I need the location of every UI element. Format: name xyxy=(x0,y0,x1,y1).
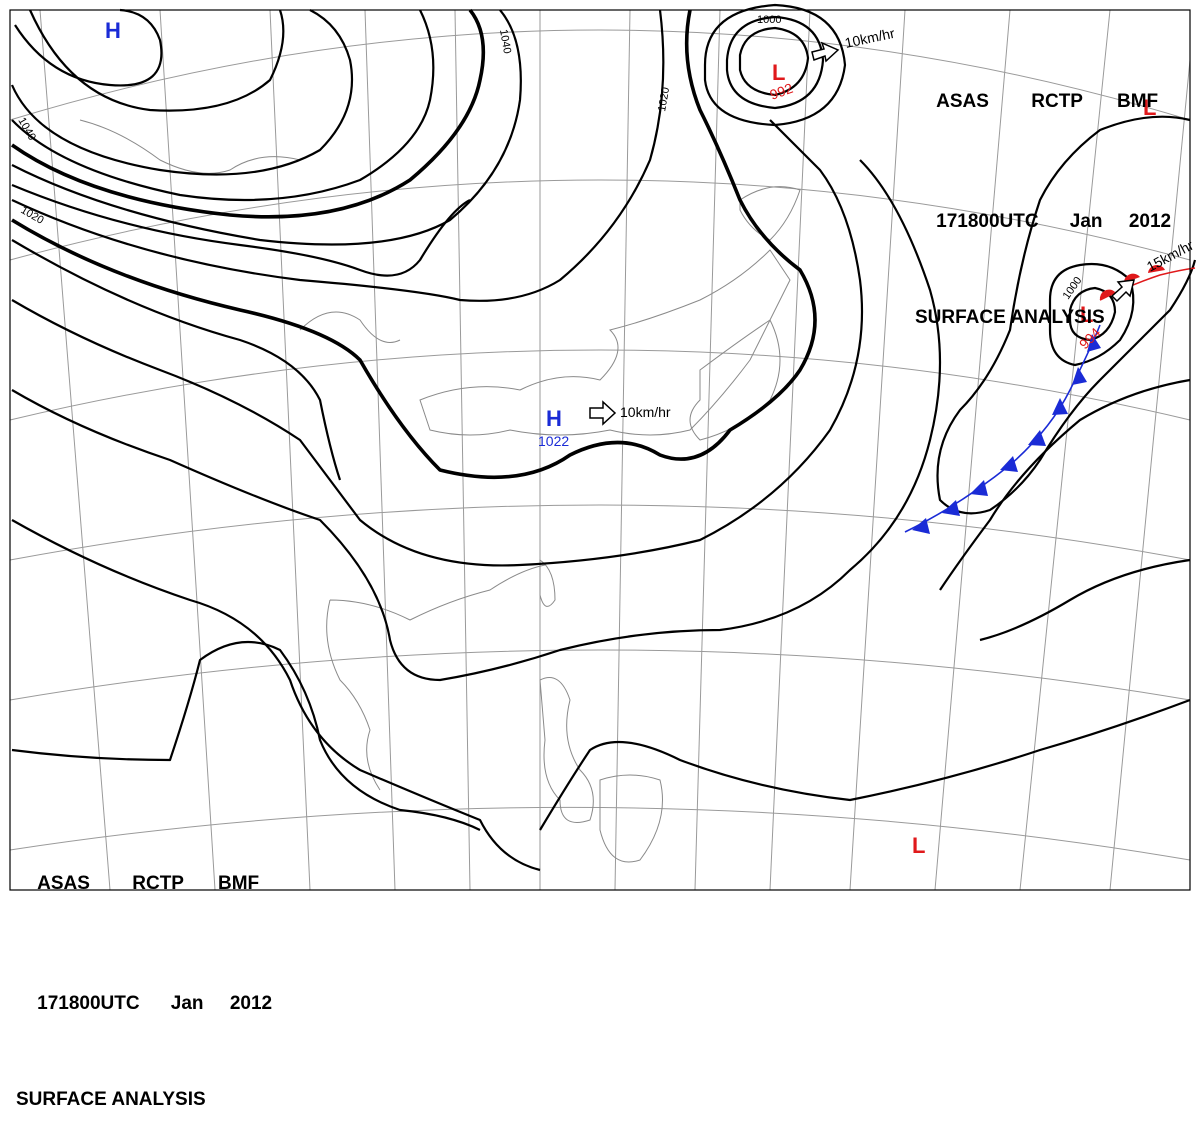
pressure-centers: H L 992 H 1022 L 994 L L xyxy=(105,18,1156,858)
footer-year: 2012 xyxy=(229,993,273,1014)
high-pressure-marker: H xyxy=(105,18,121,43)
isobar-label: 1040 xyxy=(497,28,513,54)
motion-arrow-icon xyxy=(1110,279,1135,303)
header-line-1: ASAS RCTP BMF xyxy=(915,66,1185,138)
header-product: ASAS xyxy=(936,91,989,112)
motion-speed-label: 10km/hr xyxy=(843,25,896,51)
footer-line-1: ASAS RCTP BMF xyxy=(16,848,296,920)
cold-front-triangle xyxy=(912,334,1101,534)
header-time: 171800UTC xyxy=(936,211,1039,232)
header-year: 2012 xyxy=(1128,211,1172,232)
footer-month: Jan xyxy=(170,993,204,1014)
footer-title: SURFACE ANALYSIS xyxy=(16,1089,206,1110)
weather-map: 1040 1040 1020 1020 1000 1000 10km/hr xyxy=(9,3,1197,891)
header-line-2: 171800UTC Jan 2012 xyxy=(915,186,1185,258)
footer-line-2: 171800UTC Jan 2012 xyxy=(16,968,296,1040)
isobar-label: 1020 xyxy=(656,86,672,112)
low-pressure-marker: L xyxy=(912,833,925,858)
isobars xyxy=(10,3,1197,872)
header-center: RCTP xyxy=(1031,91,1083,112)
header-title: SURFACE ANALYSIS xyxy=(915,307,1105,328)
low-pressure-marker: L xyxy=(772,60,785,85)
coastline xyxy=(79,119,801,863)
footer-product: ASAS xyxy=(37,873,90,894)
header-source: BMF xyxy=(1116,91,1159,112)
motion-arrow-icon xyxy=(811,41,840,63)
map-header: ASAS RCTP BMF 171800UTC Jan 2012 SURFACE ANA… xyxy=(915,18,1185,354)
footer-source: BMF xyxy=(217,873,260,894)
low-pressure-marker: L xyxy=(1143,95,1156,120)
fronts xyxy=(904,265,1196,534)
isobar-label: 1040 xyxy=(15,116,38,143)
map-footer: ASAS RCTP BMF 171800UTC Jan 2012 SURFACE ANA… xyxy=(16,800,296,1136)
pressure-value: 992 xyxy=(768,80,796,103)
isobar-label: 1000 xyxy=(757,14,781,26)
footer-center: RCTP xyxy=(132,873,184,894)
motion-arrow-icon xyxy=(589,400,617,426)
isobar-label: 1020 xyxy=(19,204,46,227)
motion-speed-label: 10km/hr xyxy=(620,404,671,420)
pressure-value: 1022 xyxy=(538,433,569,449)
header-month: Jan xyxy=(1069,211,1103,232)
low-pressure-marker: L xyxy=(1080,302,1093,327)
footer-time: 171800UTC xyxy=(37,993,140,1014)
map-frame xyxy=(9,9,1191,891)
high-pressure-marker: H xyxy=(546,406,562,431)
